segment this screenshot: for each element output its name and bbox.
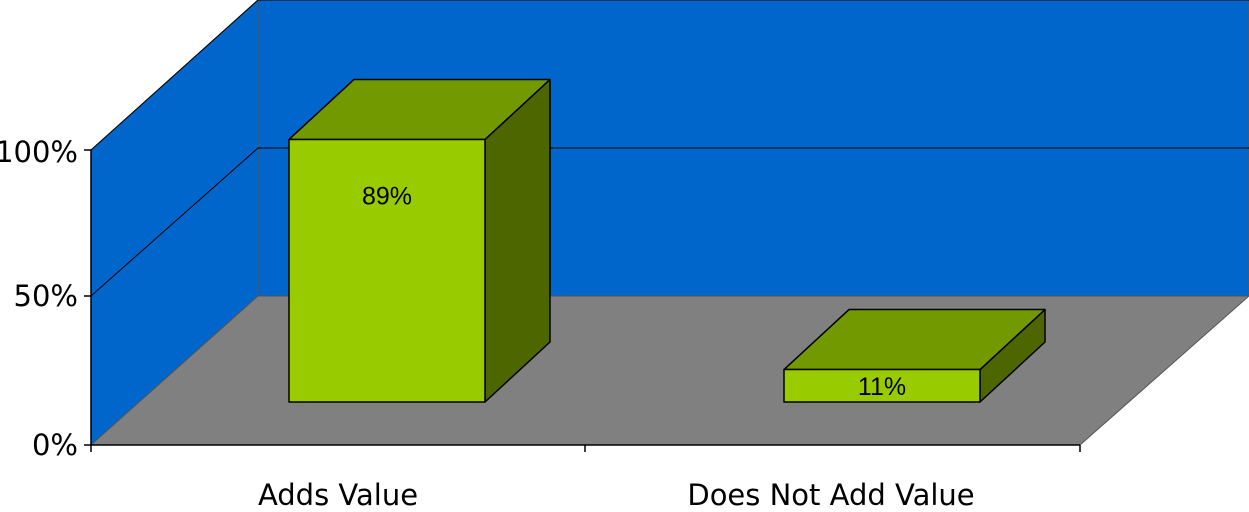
x-axis: Adds Value Does Not Add Value	[90, 444, 1081, 512]
bars: 89% 11%	[288, 78, 1046, 403]
data-label-does-not-add-value: 11%	[858, 373, 906, 401]
gridlines	[90, 0, 1249, 297]
chart-floor	[89, 295, 1249, 446]
y-tick-label-100: 100%	[0, 135, 78, 169]
gridline-100	[90, 0, 1249, 151]
y-tick-label-0: 0%	[32, 428, 78, 462]
category-label-adds-value: Adds Value	[258, 478, 418, 512]
bar-adds-value	[288, 138, 486, 403]
data-label-adds-value: 89%	[362, 182, 412, 210]
bar-does-not-add-value	[783, 368, 981, 403]
y-axis: 0% 50% 100%	[0, 135, 92, 462]
gridline-50	[90, 147, 1249, 297]
y-tick-label-50: 50%	[14, 279, 78, 313]
category-label-does-not-add-value: Does Not Add Value	[687, 478, 974, 512]
